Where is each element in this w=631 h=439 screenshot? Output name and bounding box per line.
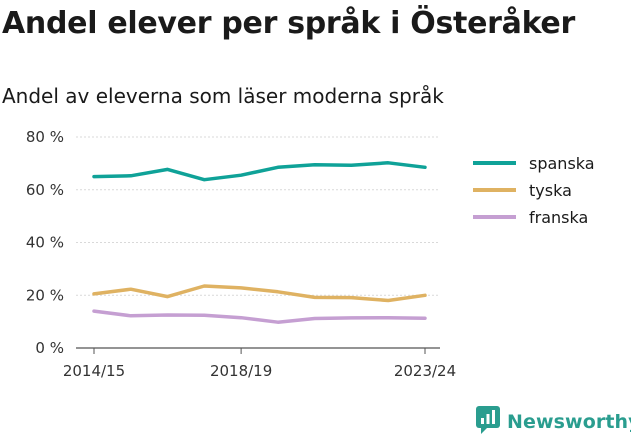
chart-title: Andel elever per språk i Österåker [2, 6, 575, 41]
gridlines [76, 136, 440, 349]
y-tick-label: 20 % [26, 286, 64, 304]
legend-label-spanska: spanska [529, 154, 595, 173]
x-tick-label: 2023/24 [394, 362, 456, 380]
y-tick-label: 60 % [26, 181, 64, 199]
plot-area [92, 161, 427, 324]
y-tick-label: 40 % [26, 234, 64, 252]
brand-logo: Newsworthy [476, 406, 631, 438]
legend-label-franska: franska [529, 208, 588, 227]
newsworthy-logo-icon [476, 406, 500, 438]
y-axis: 0 % 20 % 40 % 60 % 80 % [26, 128, 64, 357]
legend: spanska tyska franska [473, 154, 595, 227]
series-line-franska [92, 309, 427, 324]
x-tick-label: 2018/19 [210, 362, 272, 380]
chart-subtitle: Andel av eleverna som läser moderna språ… [2, 84, 444, 108]
series-line-spanska [92, 161, 427, 182]
x-axis: 2014/15 2018/19 2023/24 [63, 348, 456, 380]
series-line-tyska [92, 284, 427, 303]
x-tick-label: 2014/15 [63, 362, 125, 380]
brand-name: Newsworthy [507, 411, 631, 433]
y-tick-label: 80 % [26, 128, 64, 146]
line-chart: 0 % 20 % 40 % 60 % 80 % 2014/15 2018/19 2023/2… [26, 128, 595, 380]
y-tick-label: 0 % [35, 339, 64, 357]
legend-label-tyska: tyska [529, 181, 572, 200]
